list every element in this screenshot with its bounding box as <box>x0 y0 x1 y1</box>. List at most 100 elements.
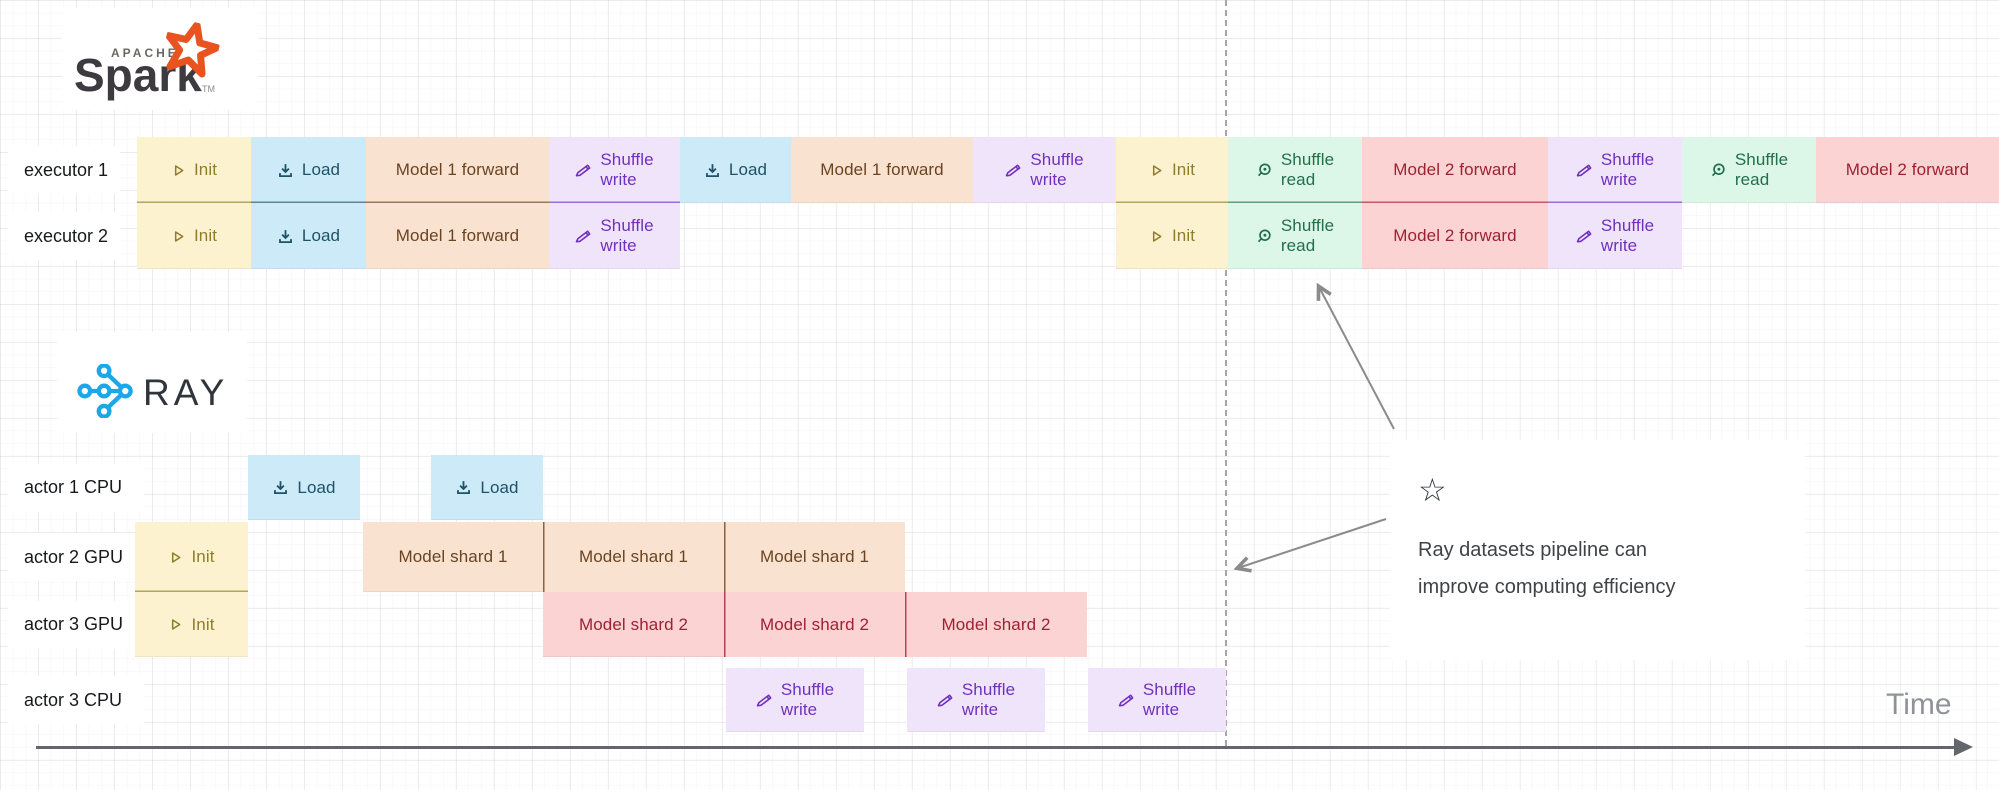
task-label: Model 1 forward <box>395 160 520 179</box>
row-label-actor-1-cpu: actor 1 CPU <box>8 463 144 512</box>
row-label-executor-2: executor 2 <box>8 212 120 260</box>
row-label-actor-3-cpu: actor 3 CPU <box>8 676 144 724</box>
task-label: Model 1 forward <box>395 226 520 245</box>
pencil-icon <box>1576 228 1593 245</box>
task-block-model1: Model shard 1 <box>543 522 724 592</box>
task-block-shuffle-read: Shuffle read <box>1228 203 1362 269</box>
spark-apache-label: APACHE <box>111 46 179 60</box>
task-label: Model shard 1 <box>759 547 870 566</box>
task-block-model2: Model 2 forward <box>1362 203 1548 269</box>
task-block-model1: Model shard 1 <box>363 522 543 592</box>
task-label: Model 2 forward <box>1393 160 1517 179</box>
download-icon <box>277 162 294 179</box>
task-block-shuffle-write: Shuffle write <box>1088 668 1226 732</box>
spark-tm-label: TM <box>202 84 215 94</box>
task-block-model2: Model shard 2 <box>543 592 724 657</box>
pencil-icon <box>756 692 773 709</box>
star-icon: ☆ <box>1418 472 1447 508</box>
task-block-model1: Model 1 forward <box>791 137 973 203</box>
play-icon <box>171 229 186 244</box>
row-label-actor-3-gpu: actor 3 GPU <box>8 600 144 649</box>
task-label: Init <box>193 226 218 245</box>
task-block-model2: Model 2 forward <box>1362 137 1548 203</box>
task-label: Shuffle write <box>1600 149 1655 189</box>
task-block-shuffle-write: Shuffle write <box>1548 137 1682 203</box>
task-block-shuffle-write: Shuffle write <box>726 668 864 732</box>
play-icon <box>168 550 183 565</box>
task-label: Model 2 forward <box>1393 226 1517 245</box>
spark-logo: APACHE Spark TM <box>62 8 258 110</box>
pencil-icon <box>937 692 954 709</box>
task-block-shuffle-write: Shuffle write <box>907 668 1045 732</box>
play-icon <box>1149 229 1164 244</box>
task-block-shuffle-write: Shuffle write <box>973 137 1116 203</box>
task-label: Shuffle write <box>600 215 654 255</box>
stage-boundary-dashed-line <box>1225 0 1227 746</box>
pencil-icon <box>1005 162 1022 179</box>
download-icon <box>272 479 289 496</box>
task-label: Load <box>480 477 519 497</box>
magnifier-icon <box>1256 162 1273 179</box>
pencil-icon <box>575 162 592 179</box>
task-block-load: Load <box>680 137 791 203</box>
task-block-shuffle-write: Shuffle write <box>549 203 680 269</box>
task-label: Shuffle write <box>1600 215 1655 255</box>
task-block-init: Init <box>1116 137 1228 203</box>
task-block-model2: Model 2 forward <box>1816 137 1999 203</box>
row-label-executor-1: executor 1 <box>8 146 120 194</box>
download-icon <box>455 479 472 496</box>
task-label: Model shard 2 <box>578 614 689 634</box>
task-block-load: Load <box>251 203 366 269</box>
pencil-icon <box>1576 162 1593 179</box>
task-block-shuffle-write: Shuffle write <box>549 137 680 203</box>
task-label: Init <box>1171 160 1196 179</box>
task-label: Model shard 1 <box>578 547 689 566</box>
task-label: Load <box>301 160 341 179</box>
ray-logo: RAY <box>57 332 247 433</box>
task-label: Model shard 2 <box>941 614 1051 634</box>
annotation-callout: ☆ Ray datasets pipeline can improve comp… <box>1390 440 1805 660</box>
magnifier-icon <box>1256 228 1273 245</box>
time-axis-arrowhead-icon <box>1954 738 1973 756</box>
task-label: Shuffle write <box>1142 679 1197 719</box>
annotation-arrow <box>1233 518 1387 573</box>
task-label: Model shard 2 <box>759 614 870 634</box>
task-block-load: Load <box>251 137 366 203</box>
pencil-icon <box>575 228 592 245</box>
download-icon <box>704 162 721 179</box>
ray-wordmark: RAY <box>143 372 229 413</box>
task-label: Shuffle write <box>961 679 1016 719</box>
task-label: Shuffle write <box>600 149 654 189</box>
task-block-shuffle-read: Shuffle read <box>1682 137 1816 203</box>
task-block-init: Init <box>1116 203 1228 269</box>
task-label: Load <box>297 477 336 497</box>
task-label: Shuffle read <box>1280 215 1335 255</box>
task-label: Model 1 forward <box>820 160 944 179</box>
task-label: Init <box>1171 226 1196 245</box>
task-block-load: Load <box>248 455 360 520</box>
task-label: Init <box>191 547 215 566</box>
task-label: Model shard 1 <box>398 547 508 566</box>
task-label: Load <box>728 160 768 179</box>
task-label: Init <box>191 614 215 634</box>
annotation-arrow <box>1316 282 1395 430</box>
annotation-text-line2: improve computing efficiency <box>1418 576 1676 598</box>
task-block-model1: Model shard 1 <box>724 522 905 592</box>
task-block-load: Load <box>431 455 543 520</box>
time-axis-label: Time <box>1886 688 1952 721</box>
task-label: Shuffle read <box>1280 149 1335 189</box>
play-icon <box>168 617 183 632</box>
task-block-init: Init <box>137 203 251 269</box>
task-label: Model 2 forward <box>1845 160 1970 179</box>
task-block-init: Init <box>135 522 248 592</box>
ray-graph-icon <box>77 364 135 418</box>
play-icon <box>1149 163 1164 178</box>
task-block-init: Init <box>135 592 248 657</box>
task-label: Shuffle read <box>1734 149 1789 189</box>
task-block-model2: Model shard 2 <box>905 592 1087 657</box>
task-label: Load <box>301 226 341 245</box>
play-icon <box>171 163 186 178</box>
task-block-model2: Model shard 2 <box>724 592 905 657</box>
download-icon <box>277 228 294 245</box>
